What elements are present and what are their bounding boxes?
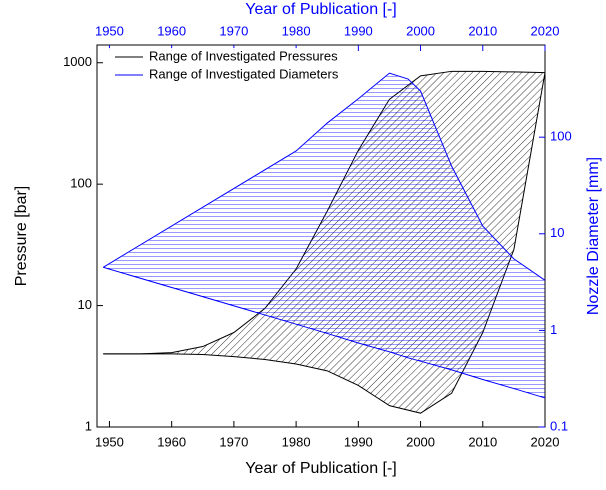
y2-tick-label: 1 <box>550 322 557 337</box>
x-tick-label: 1970 <box>219 434 248 449</box>
x-tick-label: 2020 <box>531 434 560 449</box>
y-tick-label: 100 <box>70 176 92 191</box>
legend-label: Range of Investigated Diameters <box>149 66 339 81</box>
x-tick-label: 1990 <box>344 434 373 449</box>
y2-axis-label: Nozzle Diameter [mm] <box>585 157 602 315</box>
x2-tick-label: 1970 <box>219 23 248 38</box>
y-axis-label: Pressure [bar] <box>13 186 30 286</box>
x-tick-label: 2000 <box>406 434 435 449</box>
band-upper <box>102 72 546 281</box>
x2-tick-label: 2000 <box>406 23 435 38</box>
x2-tick-label: 2010 <box>468 23 497 38</box>
y-tick-label: 1 <box>85 418 92 433</box>
y-tick-label: 10 <box>78 297 92 312</box>
band-lower <box>103 266 546 399</box>
x2-tick-label: 1960 <box>157 23 186 38</box>
x2-tick-label: 1950 <box>95 23 124 38</box>
legend-label: Range of Investigated Pressures <box>149 48 338 63</box>
y2-tick-label: 0.1 <box>550 418 568 433</box>
x-tick-label: 1960 <box>157 434 186 449</box>
x2-tick-label: 2020 <box>531 23 560 38</box>
x2-tick-label: 1990 <box>344 23 373 38</box>
plot-frame <box>96 44 546 428</box>
legend-box <box>107 48 357 84</box>
y2-tick-label: 100 <box>550 129 572 144</box>
x2-tick-label: 1980 <box>282 23 311 38</box>
band-fill <box>103 73 545 398</box>
y2-tick-label: 10 <box>550 225 564 240</box>
x2-axis-label: Year of Publication [-] <box>245 1 397 18</box>
x-tick-label: 1950 <box>95 434 124 449</box>
y-tick-label: 1000 <box>63 54 92 69</box>
x-tick-label: 1980 <box>282 434 311 449</box>
x-tick-label: 2010 <box>468 434 497 449</box>
x-axis-label: Year of Publication [-] <box>245 460 397 477</box>
